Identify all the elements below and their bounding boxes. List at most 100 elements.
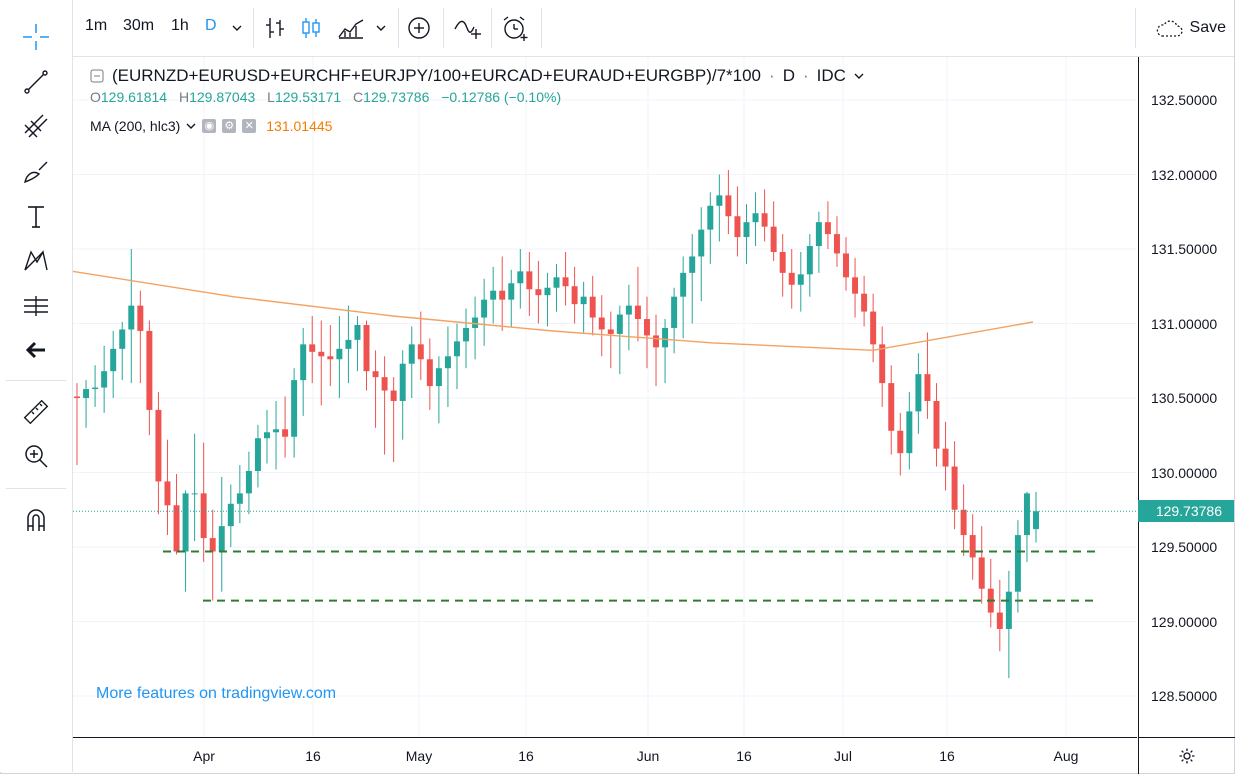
candle-body bbox=[1023, 493, 1030, 536]
time-label: 16 bbox=[305, 748, 321, 764]
candle-body bbox=[300, 344, 307, 381]
timeframe-30m[interactable]: 30m bbox=[123, 17, 155, 34]
toolbar-divider bbox=[253, 8, 254, 48]
pitchfork-icon[interactable] bbox=[14, 106, 58, 146]
chart-pane[interactable] bbox=[72, 57, 1137, 737]
save-button[interactable]: Save bbox=[1154, 12, 1226, 44]
candle-body bbox=[155, 409, 162, 482]
toolbar-divider bbox=[6, 488, 66, 489]
time-axis[interactable]: Apr 16 May 16 Jun 16 Jul 16 Aug bbox=[73, 737, 1137, 774]
candle-body bbox=[643, 319, 650, 336]
candle-body bbox=[245, 471, 252, 494]
candle-body bbox=[526, 271, 533, 290]
eye-icon[interactable]: ◉ bbox=[202, 119, 217, 133]
price-label: 131.00000 bbox=[1151, 316, 1218, 332]
candle-body bbox=[662, 327, 669, 348]
price-axis[interactable]: 132.50000 132.00000 131.50000 131.00000 … bbox=[1138, 57, 1235, 737]
candle-body bbox=[435, 368, 442, 387]
symbol-legend[interactable]: (EURNZD+EURUSD+EURCHF+EURJPY/100+EURCAD+… bbox=[90, 66, 864, 86]
timeframe-1h[interactable]: 1h bbox=[171, 17, 189, 34]
price-chart[interactable] bbox=[72, 57, 1137, 737]
candle-body bbox=[444, 356, 451, 369]
ruler-icon[interactable] bbox=[14, 392, 58, 432]
candle-body bbox=[761, 213, 768, 227]
candle-body bbox=[870, 311, 877, 345]
area-chart-icon[interactable] bbox=[335, 12, 367, 44]
candle-body bbox=[906, 411, 913, 454]
candle-body bbox=[779, 251, 786, 273]
low-value: 129.53171 bbox=[274, 89, 342, 105]
candle-body bbox=[372, 371, 379, 378]
candle-body bbox=[788, 272, 795, 285]
ma-label: MA (200, hlc3) bbox=[90, 118, 181, 134]
candle-body bbox=[861, 293, 868, 312]
symbol-name: (EURNZD+EURUSD+EURCHF+EURJPY/100+EURCAD+… bbox=[112, 66, 762, 85]
price-label: 132.50000 bbox=[1151, 92, 1218, 108]
candle-body bbox=[354, 324, 361, 340]
brush-icon[interactable] bbox=[14, 151, 58, 191]
chevron-down-icon[interactable] bbox=[186, 121, 196, 131]
candle-body bbox=[716, 195, 723, 206]
current-price-tag: 129.73786 bbox=[1138, 500, 1234, 522]
indicators-icon[interactable] bbox=[451, 12, 483, 44]
alarm-clock-icon[interactable] bbox=[499, 12, 531, 44]
add-compare-icon[interactable] bbox=[403, 12, 435, 44]
pattern-icon[interactable] bbox=[14, 241, 58, 281]
gear-icon[interactable]: ⚙ bbox=[222, 119, 237, 133]
toolbar-divider bbox=[491, 8, 492, 48]
chart-settings-button[interactable] bbox=[1138, 737, 1235, 774]
watermark-link[interactable]: More features on tradingview.com bbox=[96, 685, 337, 702]
candle-body bbox=[996, 612, 1003, 629]
collapse-icon[interactable] bbox=[90, 69, 104, 83]
candle-body bbox=[182, 493, 189, 552]
candle-body bbox=[680, 272, 687, 297]
crosshair-icon[interactable] bbox=[14, 17, 58, 57]
candle-body bbox=[490, 290, 497, 300]
candles-icon[interactable] bbox=[295, 12, 327, 44]
candle-body bbox=[598, 317, 605, 330]
toolbar-divider bbox=[1135, 8, 1136, 48]
candle-body bbox=[634, 305, 641, 320]
candle-body bbox=[580, 296, 587, 305]
save-label: Save bbox=[1189, 19, 1226, 36]
candle-body bbox=[254, 438, 261, 472]
low-label: L bbox=[267, 89, 275, 105]
candle-body bbox=[173, 505, 180, 552]
timeframe-d[interactable]: D bbox=[205, 17, 217, 34]
text-tool-icon[interactable] bbox=[14, 196, 58, 236]
candle-body bbox=[390, 390, 397, 401]
candle-body bbox=[200, 493, 207, 539]
candle-body bbox=[978, 557, 985, 589]
indicator-legend[interactable]: MA (200, hlc3) ◉ ⚙ ✕ 131.01445 bbox=[90, 118, 332, 134]
close-value: 129.73786 bbox=[363, 89, 430, 105]
candle-body bbox=[1014, 535, 1021, 592]
close-icon[interactable]: ✕ bbox=[242, 119, 257, 133]
candle-body bbox=[544, 287, 551, 296]
chevron-down-icon[interactable] bbox=[369, 12, 393, 44]
candle-body bbox=[734, 216, 741, 238]
price-label: 131.50000 bbox=[1151, 241, 1218, 257]
chevron-down-icon[interactable] bbox=[225, 12, 249, 44]
drawing-toolbar bbox=[0, 0, 73, 772]
forecast-icon[interactable] bbox=[14, 286, 58, 326]
price-label: 130.00000 bbox=[1151, 465, 1218, 481]
candle-body bbox=[318, 351, 325, 357]
candle-body bbox=[969, 535, 976, 558]
candle-body bbox=[924, 374, 931, 401]
bar-chart-icon[interactable] bbox=[259, 12, 291, 44]
close-label: C bbox=[353, 89, 364, 105]
candle-body bbox=[707, 205, 714, 230]
candle-body bbox=[689, 256, 696, 273]
ma-value: 131.01445 bbox=[266, 118, 333, 134]
candle-body bbox=[752, 213, 759, 223]
timeframe-1m[interactable]: 1m bbox=[85, 17, 108, 34]
candle-body bbox=[698, 229, 705, 257]
magnet-icon[interactable] bbox=[14, 500, 58, 540]
zoom-in-icon[interactable] bbox=[14, 436, 58, 476]
candle-body bbox=[236, 493, 243, 504]
chevron-down-icon[interactable] bbox=[854, 71, 864, 81]
candle-body bbox=[273, 429, 280, 433]
trend-line-icon[interactable] bbox=[14, 62, 58, 102]
back-arrow-icon[interactable] bbox=[14, 330, 58, 370]
price-label: 130.50000 bbox=[1151, 390, 1218, 406]
